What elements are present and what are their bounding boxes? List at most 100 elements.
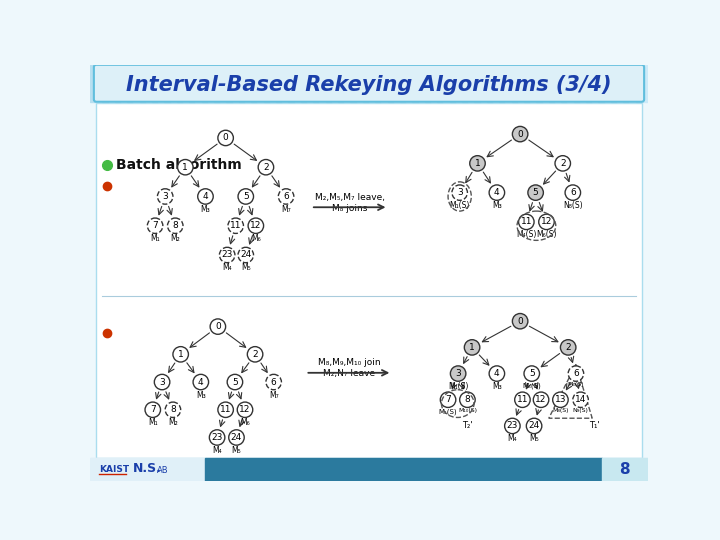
- Circle shape: [158, 189, 173, 204]
- Bar: [536, 65, 543, 102]
- Text: M₆: M₆: [251, 234, 261, 243]
- Text: 0: 0: [517, 316, 523, 326]
- Text: 2: 2: [565, 343, 571, 352]
- Text: M₅: M₅: [241, 264, 251, 273]
- Bar: [642, 65, 648, 102]
- Circle shape: [534, 392, 549, 408]
- Circle shape: [218, 402, 233, 417]
- Bar: [121, 65, 127, 102]
- Text: M₆(S): M₆(S): [536, 231, 557, 239]
- Bar: [214, 65, 220, 102]
- Circle shape: [451, 366, 466, 381]
- Bar: [567, 65, 574, 102]
- Circle shape: [165, 402, 181, 417]
- Text: 13: 13: [554, 395, 566, 404]
- Text: 11: 11: [230, 221, 241, 230]
- Text: 8: 8: [170, 405, 176, 414]
- Text: 2: 2: [263, 163, 269, 172]
- Circle shape: [553, 392, 568, 408]
- Text: AB: AB: [158, 466, 169, 475]
- Bar: [258, 65, 264, 102]
- Text: M₄: M₄: [222, 264, 232, 273]
- Circle shape: [148, 218, 163, 233]
- Text: 0: 0: [215, 322, 221, 331]
- Bar: [102, 65, 109, 102]
- Text: 7: 7: [152, 221, 158, 230]
- Text: 3: 3: [162, 192, 168, 201]
- Circle shape: [452, 185, 467, 200]
- Bar: [96, 65, 102, 102]
- Text: M₅(S): M₅(S): [523, 382, 541, 389]
- Bar: [394, 65, 400, 102]
- Bar: [611, 65, 617, 102]
- Circle shape: [248, 347, 263, 362]
- Bar: [195, 65, 202, 102]
- Bar: [387, 65, 394, 102]
- Bar: [233, 65, 239, 102]
- Circle shape: [229, 430, 244, 445]
- Bar: [338, 65, 344, 102]
- Text: M₁(S): M₁(S): [438, 408, 457, 415]
- Text: 1: 1: [469, 343, 475, 352]
- Bar: [313, 65, 320, 102]
- Bar: [270, 65, 276, 102]
- Bar: [127, 65, 133, 102]
- Bar: [629, 65, 636, 102]
- Text: T₁': T₁': [589, 421, 600, 430]
- Text: 23: 23: [212, 433, 222, 442]
- Text: M₈ joins: M₈ joins: [332, 204, 367, 213]
- Text: 11: 11: [521, 218, 532, 226]
- Text: M₃: M₃: [492, 382, 502, 391]
- Text: M₇: M₇: [269, 390, 279, 400]
- Text: 0: 0: [517, 130, 523, 139]
- Bar: [444, 65, 449, 102]
- Circle shape: [238, 247, 253, 262]
- Circle shape: [469, 156, 485, 171]
- Bar: [177, 65, 183, 102]
- Text: 24: 24: [240, 251, 251, 260]
- Text: M₅: M₅: [232, 446, 241, 455]
- Circle shape: [568, 366, 584, 381]
- Bar: [294, 65, 301, 102]
- Bar: [109, 65, 114, 102]
- Circle shape: [178, 159, 193, 175]
- Bar: [226, 65, 233, 102]
- Bar: [462, 65, 468, 102]
- Bar: [289, 65, 294, 102]
- Text: 5: 5: [533, 188, 539, 197]
- Bar: [382, 65, 387, 102]
- Bar: [183, 65, 189, 102]
- Bar: [158, 65, 164, 102]
- Circle shape: [279, 189, 294, 204]
- Circle shape: [228, 218, 243, 233]
- Circle shape: [210, 430, 225, 445]
- Bar: [133, 65, 140, 102]
- Bar: [425, 65, 431, 102]
- Bar: [264, 65, 270, 102]
- Circle shape: [154, 374, 170, 390]
- Bar: [189, 65, 195, 102]
- Text: M₅: M₅: [529, 434, 539, 443]
- Bar: [140, 65, 145, 102]
- Text: M₁(S): M₁(S): [448, 382, 468, 391]
- Circle shape: [464, 340, 480, 355]
- Bar: [586, 65, 593, 102]
- Circle shape: [459, 392, 475, 408]
- Text: M₁(S): M₁(S): [449, 201, 470, 210]
- Text: 1: 1: [474, 159, 480, 168]
- Text: 23: 23: [222, 251, 233, 260]
- Text: 8: 8: [172, 221, 178, 230]
- Text: 3: 3: [456, 188, 462, 197]
- Text: 4: 4: [494, 188, 500, 197]
- Text: 6: 6: [573, 369, 579, 378]
- Text: M₃: M₃: [492, 201, 502, 210]
- Bar: [601, 457, 648, 481]
- Bar: [239, 65, 245, 102]
- Bar: [282, 65, 289, 102]
- Text: N₈(S): N₈(S): [563, 201, 582, 210]
- Text: M₇: M₇: [282, 205, 291, 214]
- Text: 0: 0: [222, 133, 228, 143]
- Circle shape: [145, 402, 161, 417]
- Bar: [499, 65, 505, 102]
- Bar: [400, 65, 406, 102]
